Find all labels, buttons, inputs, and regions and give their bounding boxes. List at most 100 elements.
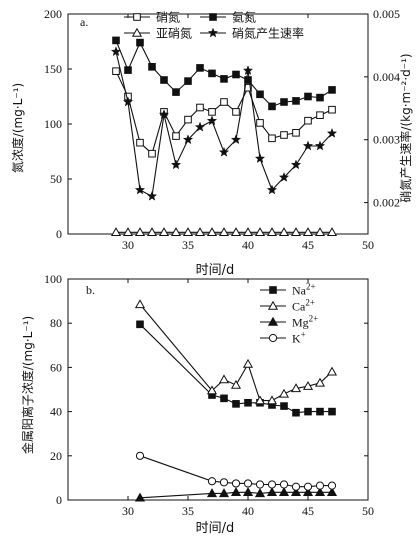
panel-b-legend-swatch	[267, 300, 279, 310]
panel-b-data-point	[220, 394, 228, 403]
panel-a-series-line	[115, 70, 333, 155]
panel-a-data-point	[328, 105, 336, 114]
panel-a-data-point	[124, 66, 132, 74]
panel-b-data-point	[135, 451, 145, 460]
panel-a-data-point	[328, 86, 336, 94]
panel-a-x-axis-title: 时间/d	[196, 263, 235, 278]
panel-b-legend-swatch	[268, 333, 278, 343]
panel-a-data-point	[268, 134, 276, 143]
panel-a-series-0	[112, 67, 336, 158]
panel-a-data-point	[254, 153, 266, 164]
panel-a-legend-swatch	[209, 13, 217, 21]
panel-a-data-point	[302, 140, 314, 151]
panel-b-legend-label: Na2+	[292, 282, 316, 298]
panel-a-data-point	[112, 67, 120, 76]
panel-b-data-point	[244, 398, 252, 407]
panel-a-data-point	[268, 102, 276, 111]
panel-b-data-point	[136, 320, 144, 329]
panel-b-data-point	[232, 400, 240, 408]
panel-a: a. 时间/d 氮浓度/(mg·L⁻¹) 硝氮产生速率/(kg·m⁻²·d⁻¹)	[10, 13, 413, 278]
panel-b-legend-label: Ca2+	[292, 298, 315, 314]
panel-b-data-point	[266, 487, 278, 496]
panel-a-data-point	[302, 227, 314, 237]
panel-a-data-point	[316, 111, 324, 120]
panel-a-data-point	[218, 227, 230, 237]
panel-a-data-point	[232, 70, 240, 79]
panel-b-label: b.	[86, 283, 95, 297]
panel-b-legend-label: Mg2+	[292, 314, 318, 330]
panel-a-plot-frame	[67, 13, 369, 235]
panel-b-data-point	[302, 380, 314, 390]
panel-a-legend-swatch	[131, 27, 143, 37]
panel-b-data-point	[314, 377, 326, 387]
panel-a-data-point	[172, 132, 180, 140]
panel-b-data-point	[254, 488, 266, 498]
panel-a-data-point	[232, 108, 240, 116]
panel-a-data-point	[218, 146, 230, 157]
panel-b-legend-swatch	[269, 286, 277, 294]
panel-b-data-point	[134, 299, 146, 309]
panel-a-data-point	[314, 140, 326, 151]
panel-a-data-point	[290, 227, 302, 237]
panel-a-data-point	[158, 109, 170, 120]
panel-a-data-point	[170, 159, 182, 170]
panel-b-data-point	[242, 358, 254, 368]
panel-a-data-point	[230, 134, 242, 145]
panel-b-x-tick-label: 40	[242, 504, 254, 518]
panel-a-y-tick-label: 100	[44, 117, 62, 131]
panel-a-data-point	[122, 96, 134, 107]
panel-a-data-point	[160, 76, 168, 84]
panel-a-data-point	[112, 36, 120, 45]
panel-b-data-point	[231, 479, 241, 488]
panel-a-data-point	[292, 97, 300, 105]
panel-a-y-tick-label: 0	[56, 227, 62, 241]
panel-a-data-point	[316, 93, 324, 102]
panel-b-data-point	[243, 479, 253, 488]
panel-a-legend-label: 亚硝氮	[156, 26, 192, 41]
panel-a-data-point	[304, 116, 312, 125]
panel-b-data-point	[314, 487, 326, 496]
panel-a-data-point	[220, 75, 228, 83]
panel-b-series-2	[134, 487, 338, 502]
panel-b-y-tick-label: 40	[50, 405, 62, 419]
panel-b-data-point	[326, 487, 338, 496]
panel-a-data-point	[194, 227, 206, 237]
panel-a-data-point	[242, 65, 254, 76]
panel-a-y-tick-label: 200	[44, 7, 62, 21]
panel-a-data-point	[206, 227, 218, 237]
panel-a-series-line	[115, 51, 333, 198]
panel-a-series-2	[110, 227, 338, 237]
panel-a-data-point	[278, 227, 290, 237]
panel-b-legend-label: K+	[292, 330, 306, 346]
panel-a-legend-swatch	[133, 13, 141, 21]
panel-a-data-point	[184, 115, 192, 124]
panel-a-data-point	[110, 227, 122, 237]
panel-a-data-point	[254, 227, 266, 237]
panel-a-data-point	[134, 227, 146, 237]
panel-a-x-tick-label: 35	[182, 238, 194, 252]
panel-a-data-point	[146, 190, 158, 201]
panel-b-legend-swatch	[267, 316, 279, 326]
panel-a-data-point	[256, 119, 264, 127]
panel-b-data-point	[326, 366, 338, 376]
panel-a-data-point	[220, 98, 228, 106]
panel-a-y2-tick-label: 0.004	[373, 70, 400, 84]
panel-a-x-tick-label: 40	[242, 238, 254, 252]
panel-a-data-point	[182, 227, 194, 237]
panel-a-legend-label: 硝氮	[156, 10, 180, 25]
panel-b-data-point	[267, 480, 277, 489]
panel-b-y-tick-label: 20	[50, 449, 62, 463]
panel-a-legend-swatch	[207, 27, 219, 38]
panel-a-y-tick-label: 150	[44, 62, 62, 76]
panel-b-data-point	[219, 478, 229, 487]
panel-a-x-tick-label: 30	[122, 238, 134, 252]
panel-a-y2-axis-title: 硝氮产生速率/(kg·m⁻²·d⁻¹)	[398, 53, 413, 202]
panel-b: b. 时间/d 金属阳离子浓度/(mg·L⁻¹)	[20, 278, 369, 536]
panel-b-y-tick-label: 80	[50, 316, 62, 330]
panel-b-data-point	[279, 480, 289, 489]
panel-a-y-tick-label: 50	[50, 172, 62, 186]
panel-a-data-point	[134, 184, 146, 195]
panel-b-data-point	[206, 488, 218, 498]
